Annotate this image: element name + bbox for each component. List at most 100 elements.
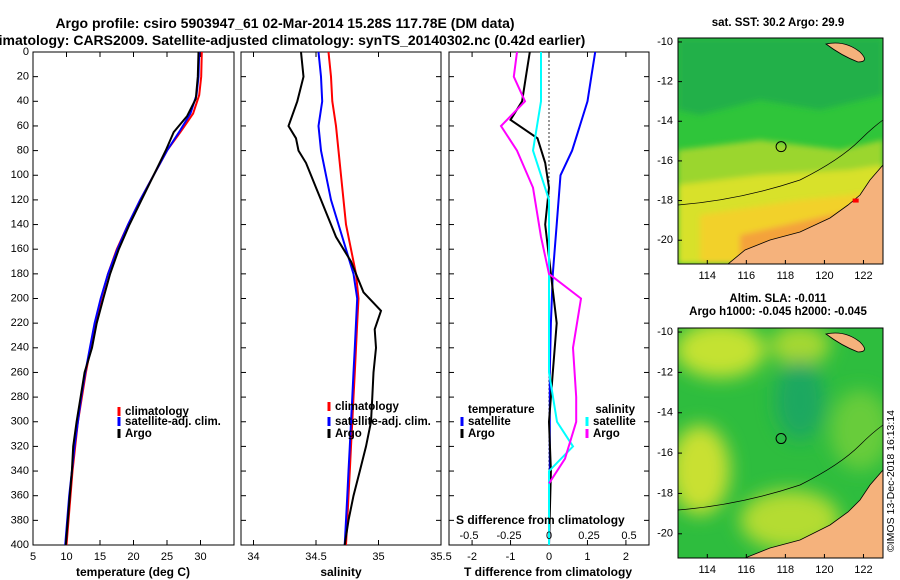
legend-label-satellite-adj: satellite-adj. clim.	[125, 416, 221, 428]
sla-high-west	[678, 425, 730, 515]
depth-tick-label: 60	[17, 120, 29, 132]
imos-watermark: ©IMOS 13-Dec-2018 16:13:14	[885, 410, 897, 552]
series-line-argo	[64, 51, 200, 546]
diff-xtick-label: -1	[506, 551, 516, 563]
salinity-legend: climatology satellite-adj. clim. Argo	[327, 401, 431, 440]
depth-tick-label: 400	[11, 539, 29, 551]
series-line-argo	[287, 51, 383, 546]
depth-tick-label: 180	[11, 268, 29, 280]
depth-tick-label: 200	[11, 292, 29, 304]
difference-top-tick-label: -0.25	[496, 530, 521, 542]
temp-xtick-label: 5	[30, 551, 36, 563]
difference-legend-salinity: salinity satellite Argo	[585, 404, 636, 440]
sst-map-lon-label: 120	[815, 270, 833, 282]
difference-top-tick-label: 0.5	[621, 530, 636, 542]
temp-xtick-label: 25	[161, 551, 173, 563]
temperature-plot-frame	[32, 51, 235, 546]
temp-xtick-label: 15	[94, 551, 106, 563]
figure-title-line1: Argo profile: csiro 5903947_61 02-Mar-20…	[55, 15, 514, 31]
depth-tick-label: 260	[11, 366, 29, 378]
sst-map-lon-label: 122	[854, 270, 872, 282]
difference-top-ticks: -0.5 -0.25 0 0.25 0.5	[460, 530, 637, 542]
diff-xtick-label: 0	[546, 551, 552, 563]
sla-east-band	[830, 390, 883, 470]
series-line-satellite-adj-clim-	[317, 51, 359, 546]
difference-x-label: T difference from climatology	[464, 565, 632, 579]
figure-title-line2: Climatology: CARS2009. Satellite-adjuste…	[0, 32, 585, 48]
depth-tick-label: 320	[11, 440, 29, 452]
legend-label-climatology: climatology	[125, 406, 190, 418]
sst-coastline-land	[727, 164, 883, 264]
sst-map-lon-label: 118	[777, 270, 795, 282]
salinity-series	[287, 51, 383, 546]
sal-xtick-label: 35.5	[430, 551, 451, 563]
difference-top-tick-label: 0	[546, 530, 552, 542]
sla-high-north	[770, 328, 830, 365]
difference-top-axis-label: S difference from climatology	[456, 513, 625, 527]
sst-isobath	[678, 119, 883, 206]
depth-tick-label: 120	[11, 194, 29, 206]
diff-xtick-label: -2	[467, 551, 477, 563]
sla-low-centre	[775, 360, 825, 440]
depth-tick-label: 360	[11, 490, 29, 502]
sst-map-lon-label: 114	[699, 270, 717, 282]
sla-map-lon-label: 118	[777, 564, 795, 576]
depth-tick-label: 160	[11, 243, 29, 255]
sla-map-field	[678, 328, 883, 558]
sla-map-lon-label: 114	[699, 564, 717, 576]
legend-label-argo: Argo	[125, 428, 152, 440]
sla-argo-position-marker	[775, 433, 787, 445]
depth-tick-label: 220	[11, 317, 29, 329]
legend-label-t-argo: Argo	[468, 428, 495, 440]
depth-tick-label: 380	[11, 514, 29, 526]
temp-xtick-label: 10	[60, 551, 72, 563]
difference-series	[499, 51, 597, 546]
legend-label-satellite-adj-sal: satellite-adj. clim.	[335, 416, 431, 428]
legend-title-temperature: temperature	[468, 404, 534, 416]
difference-x-ticks: -2 -1 0 1 2	[449, 51, 649, 563]
sla-map-title-line1: Altim. SLA: -0.011	[729, 293, 827, 305]
sla-isobath	[678, 424, 883, 511]
legend-label-s-satellite: satellite	[593, 416, 636, 428]
legend-title-salinity: salinity	[595, 404, 635, 416]
diff-xtick-label: 1	[584, 551, 590, 563]
depth-tick-label: 140	[11, 218, 29, 230]
salinity-plot-frame	[240, 51, 442, 546]
sla-map-lat-label: -16	[657, 447, 673, 459]
legend-label-s-argo: Argo	[593, 428, 620, 440]
temp-xtick-label: 20	[127, 551, 139, 563]
depth-tick-label: 80	[17, 145, 29, 157]
sla-high-north-west	[678, 328, 765, 378]
sst-red-marker	[852, 198, 859, 203]
sst-map-title: sat. SST: 30.2 Argo: 29.9	[712, 17, 845, 29]
sst-map-lat-label: -14	[657, 115, 673, 127]
sla-map-lon-label: 120	[815, 564, 833, 576]
legend-label-t-satellite: satellite	[468, 416, 511, 428]
sla-coastline-land	[744, 469, 883, 558]
salinity-x-label: salinity	[320, 565, 362, 579]
sla-map-title-line2: Argo h1000: -0.045 h2000: -0.045	[689, 306, 867, 318]
sst-argo-position-marker	[775, 141, 787, 153]
difference-top-tick-label: 0.25	[578, 530, 599, 542]
legend-label-argo-sal: Argo	[335, 428, 362, 440]
salinity-x-ticks: 34 34.5 35 35.5	[241, 51, 452, 563]
sst-map-lat-label: -12	[657, 76, 673, 88]
depth-tick-label: 340	[11, 465, 29, 477]
sla-map-lon-label: 122	[854, 564, 872, 576]
legend-label-climatology-sal: climatology	[335, 401, 400, 413]
temperature-y-ticks: 0 20 40 60 80 100 120 140 160 180 200 220 240 260 280 3…	[11, 46, 38, 551]
sal-xtick-label: 34	[247, 551, 259, 563]
sst-map-lon-label: 116	[738, 270, 756, 282]
sla-island	[825, 332, 865, 353]
sla-map-colorfield	[678, 328, 883, 550]
depth-tick-label: 100	[11, 169, 29, 181]
sla-map-panel: Altim. SLA: -0.011 Argo h1000: -0.045 h2…	[657, 293, 884, 576]
depth-tick-label: 40	[17, 95, 29, 107]
sst-map-lat-label: -10	[657, 36, 673, 48]
sla-map-lat-label: -18	[657, 487, 673, 499]
sst-map-lat-label: -16	[657, 155, 673, 167]
sst-warm-north-band	[678, 38, 883, 115]
difference-legend-temperature: temperature satellite Argo	[460, 404, 534, 440]
series-line-salinity-satellite	[531, 52, 575, 545]
series-line-temperature-argo	[509, 51, 558, 546]
